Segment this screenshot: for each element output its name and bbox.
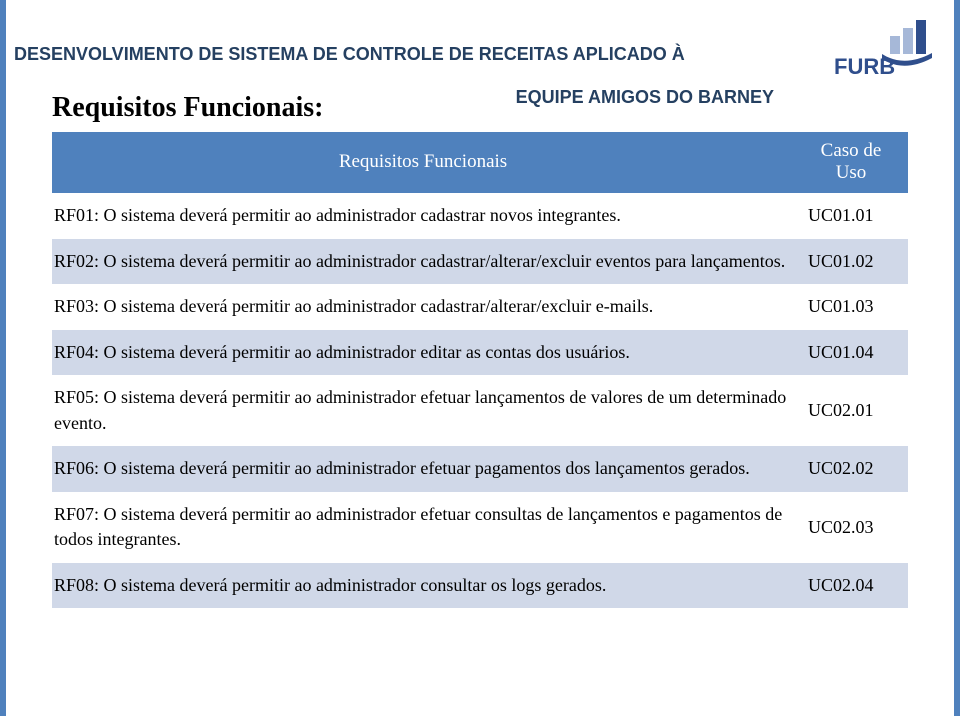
req-uc: UC02.03 — [794, 492, 908, 563]
section-title: Requisitos Funcionais: — [52, 92, 324, 124]
column-header-requisitos: Requisitos Funcionais — [52, 132, 794, 193]
req-desc: RF03: O sistema deverá permitir ao admin… — [52, 284, 794, 330]
table-row: RF08: O sistema deverá permitir ao admin… — [52, 563, 908, 609]
furb-logo-svg: FURB — [832, 18, 942, 78]
header-title-line-1: DESENVOLVIMENTO DE SISTEMA DE CONTROLE D… — [14, 44, 685, 64]
table-header-row: Requisitos Funcionais Caso de Uso — [52, 132, 908, 193]
logo-text: FURB — [834, 54, 895, 78]
table-row: RF07: O sistema deverá permitir ao admin… — [52, 492, 908, 563]
table-body: RF01: O sistema deverá permitir ao admin… — [52, 193, 908, 609]
req-uc: UC02.04 — [794, 563, 908, 609]
req-desc: RF08: O sistema deverá permitir ao admin… — [52, 563, 794, 609]
req-uc: UC01.04 — [794, 330, 908, 376]
furb-logo: FURB — [832, 18, 942, 78]
table-row: RF02: O sistema deverá permitir ao admin… — [52, 239, 908, 285]
req-desc: RF02: O sistema deverá permitir ao admin… — [52, 239, 794, 285]
req-desc: RF05: O sistema deverá permitir ao admin… — [52, 375, 794, 446]
requirements-table: Requisitos Funcionais Caso de Uso RF01: … — [52, 132, 908, 608]
req-uc: UC01.03 — [794, 284, 908, 330]
requirements-table-container: Requisitos Funcionais Caso de Uso RF01: … — [52, 132, 908, 608]
table-row: RF04: O sistema deverá permitir ao admin… — [52, 330, 908, 376]
table-row: RF05: O sistema deverá permitir ao admin… — [52, 375, 908, 446]
req-desc: RF01: O sistema deverá permitir ao admin… — [52, 193, 794, 239]
req-uc: UC01.02 — [794, 239, 908, 285]
req-desc: RF07: O sistema deverá permitir ao admin… — [52, 492, 794, 563]
table-row: RF06: O sistema deverá permitir ao admin… — [52, 446, 908, 492]
req-desc: RF06: O sistema deverá permitir ao admin… — [52, 446, 794, 492]
slide-page: DESENVOLVIMENTO DE SISTEMA DE CONTROLE D… — [0, 0, 960, 716]
req-uc: UC02.02 — [794, 446, 908, 492]
accent-bar-left — [0, 0, 6, 716]
accent-bar-right — [954, 0, 960, 716]
table-row: RF01: O sistema deverá permitir ao admin… — [52, 193, 908, 239]
table-row: RF03: O sistema deverá permitir ao admin… — [52, 284, 908, 330]
req-desc: RF04: O sistema deverá permitir ao admin… — [52, 330, 794, 376]
req-uc: UC01.01 — [794, 193, 908, 239]
column-header-caso-de-uso: Caso de Uso — [794, 132, 908, 193]
req-uc: UC02.01 — [794, 375, 908, 446]
